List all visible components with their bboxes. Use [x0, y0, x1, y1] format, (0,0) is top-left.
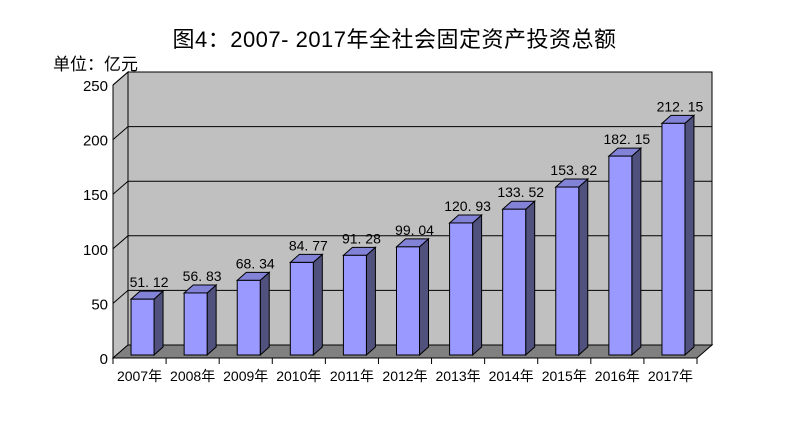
bar-side-face	[578, 177, 589, 357]
unit-label: 单位：亿元	[53, 55, 138, 74]
bar-front-face	[555, 186, 580, 356]
bar-side-face	[206, 283, 217, 357]
bar-front-face	[236, 279, 261, 356]
bar-front-face	[661, 122, 686, 356]
bar-side-face	[153, 290, 164, 357]
y-axis-tick-label: 0	[100, 351, 108, 368]
value-label: 51. 12	[130, 274, 169, 290]
y-axis-tick	[112, 290, 129, 304]
bar-side-face	[525, 200, 536, 357]
bar-front-face	[502, 208, 527, 356]
value-label: 99. 04	[395, 222, 434, 238]
bar-front-face	[342, 254, 367, 356]
x-axis-category-label: 2008年	[170, 368, 215, 384]
x-axis-category-label: 2013年	[436, 368, 481, 384]
bar-side-face	[365, 246, 376, 357]
value-label: 84. 77	[289, 237, 328, 253]
y-axis-tick-label: 150	[83, 187, 108, 204]
bar-front-face	[130, 298, 155, 356]
y-axis-tick-label: 200	[83, 133, 108, 150]
y-axis-tick-label: 50	[91, 296, 108, 313]
value-label: 153. 82	[550, 162, 597, 178]
bar-side-face	[684, 114, 695, 357]
value-label: 91. 28	[342, 230, 381, 246]
x-axis-category-label: 2007年	[117, 368, 162, 384]
y-axis-tick-label: 100	[83, 242, 108, 259]
x-axis-category-label: 2016年	[595, 368, 640, 384]
x-axis-category-label: 2009年	[223, 368, 268, 384]
value-label: 68. 34	[236, 255, 275, 271]
x-axis-category-label: 2011年	[330, 368, 374, 384]
x-axis-category-label: 2015年	[542, 368, 587, 384]
chart-title: 图4：2007- 2017年全社会固定资产投资总额	[172, 27, 617, 52]
value-label: 56. 83	[183, 268, 222, 284]
bar-front-face	[449, 222, 474, 356]
bar-side-face	[312, 253, 323, 357]
bar-side-face	[631, 146, 642, 357]
value-label: 133. 52	[497, 184, 544, 200]
y-axis-tick	[112, 71, 129, 86]
value-label: 120. 93	[444, 198, 491, 214]
bar-side-face	[472, 213, 483, 357]
x-axis-category-label: 2012年	[382, 368, 427, 384]
y-axis-tick	[112, 126, 129, 140]
value-label: 182. 15	[604, 131, 651, 147]
value-label: 212. 15	[657, 98, 704, 114]
bar-side-face	[419, 237, 429, 357]
plot-left-wall	[112, 70, 129, 360]
bar-front-face	[183, 292, 208, 356]
bar-front-face	[289, 261, 314, 356]
x-axis-category-label: 2017年	[648, 368, 693, 384]
y-axis-tick-label: 250	[83, 78, 108, 95]
x-axis-category-label: 2014年	[489, 368, 534, 384]
bar-front-face	[608, 155, 633, 356]
x-axis-category-label: 2010年	[276, 368, 321, 384]
y-axis-tick	[112, 235, 129, 250]
bar-front-face	[396, 246, 420, 356]
bar-side-face	[259, 271, 270, 357]
y-axis-tick	[112, 180, 129, 195]
